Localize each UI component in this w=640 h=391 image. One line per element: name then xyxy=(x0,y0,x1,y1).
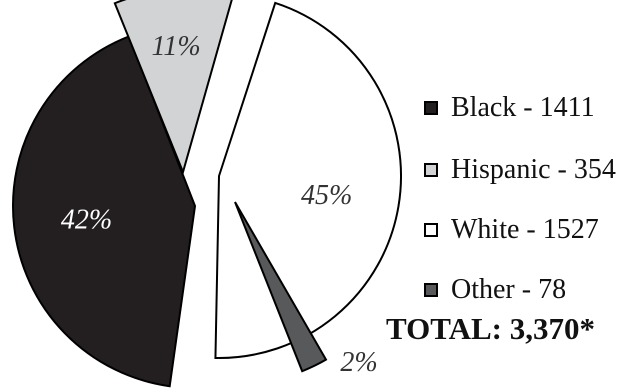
legend-label-other: Other - 78 xyxy=(451,274,567,305)
legend-label-hispanic: Hispanic - 354 xyxy=(451,154,616,185)
legend-label-white: White - 1527 xyxy=(451,214,599,245)
slice-black xyxy=(12,35,197,388)
slice-label-white: 45% xyxy=(301,180,352,211)
legend-swatch-other xyxy=(424,283,438,297)
slice-other xyxy=(234,201,328,373)
slice-label-black: 42% xyxy=(61,205,112,236)
legend-swatch-hispanic xyxy=(424,163,438,177)
legend-label-black: Black - 1411 xyxy=(451,92,595,123)
slice-label-hispanic: 11% xyxy=(151,31,200,62)
total-label: TOTAL: 3,370* xyxy=(386,311,595,346)
slice-label-other: 2% xyxy=(340,347,377,378)
legend-swatch-white xyxy=(424,223,438,237)
legend-swatch-black xyxy=(424,101,438,115)
slice-hispanic xyxy=(113,0,233,176)
